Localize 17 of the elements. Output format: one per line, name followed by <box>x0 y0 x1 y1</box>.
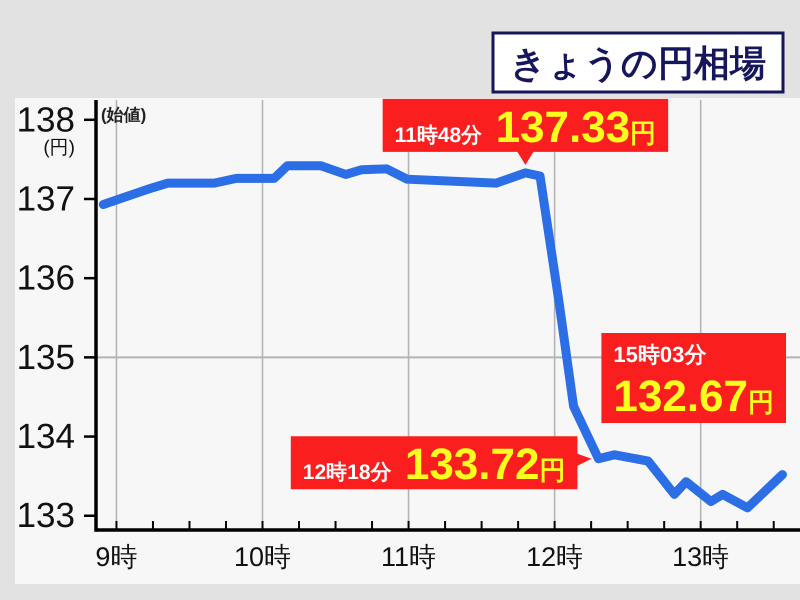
annotation: (始値) <box>101 106 146 124</box>
y-tick-label: 135 <box>16 338 75 377</box>
x-tick-label: 11時 <box>381 542 436 572</box>
chart-title: きょうの円相場 <box>510 42 766 84</box>
y-tick-label: 136 <box>16 258 75 298</box>
y-tick-label: 137 <box>16 179 75 218</box>
y-tick-label: 133 <box>16 496 75 536</box>
y-tick-label: 134 <box>16 417 75 456</box>
x-tick-label: 9時 <box>95 542 138 572</box>
annotation: 12時18分 133.72円 <box>302 440 566 490</box>
x-tick-label: 10時 <box>234 542 292 572</box>
annotation: 11時48分 137.33円 <box>394 102 656 152</box>
y-tick-label: 138 <box>16 100 75 140</box>
x-tick-label: 13時 <box>672 542 730 572</box>
x-tick-label: 12時 <box>526 542 584 572</box>
annotation: 15時03分 132.67円 <box>613 342 774 421</box>
y-axis-title: (円) <box>43 138 75 158</box>
